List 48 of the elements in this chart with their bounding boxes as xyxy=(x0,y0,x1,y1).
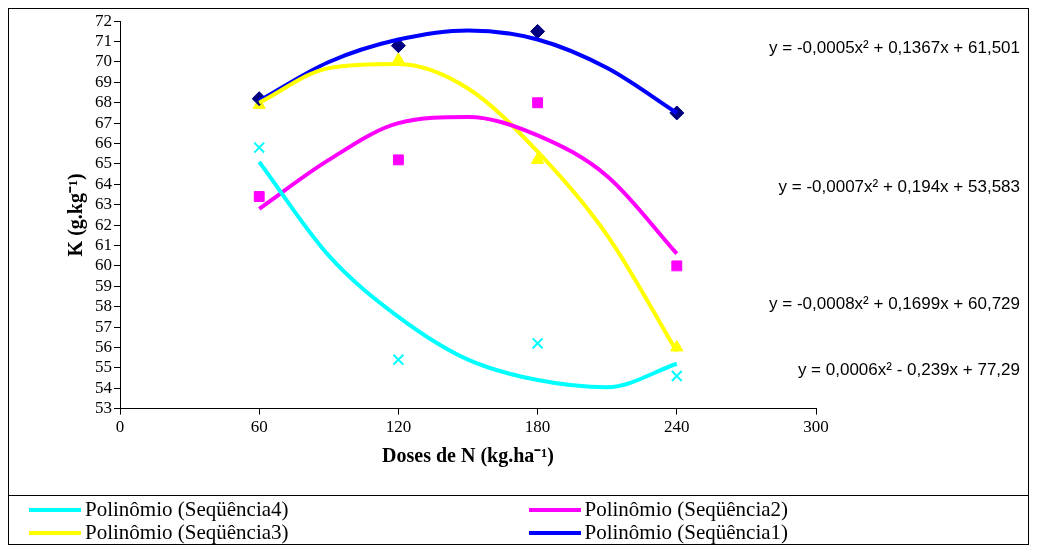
legend-label: Polinômio (Seqüência3) xyxy=(85,520,289,544)
y-tick-label: 53 xyxy=(95,398,112,418)
point xyxy=(253,141,266,154)
point xyxy=(392,353,405,366)
annotation: y = -0,0007x² + 0,194x + 53,583 xyxy=(778,177,1020,197)
y-tick-label: 62 xyxy=(95,214,112,234)
y-tick-label: 71 xyxy=(95,31,112,51)
point xyxy=(253,191,265,202)
y-tick-label: 68 xyxy=(95,92,112,112)
y-tick-label: 54 xyxy=(95,377,113,397)
y-tick-label: 69 xyxy=(95,71,112,91)
y-tick-label: 66 xyxy=(95,133,112,153)
legend-label: Polinômio (Seqüência4) xyxy=(85,497,289,521)
x-tick-label: 0 xyxy=(115,417,125,437)
point xyxy=(531,152,545,164)
y-tick-label: 64 xyxy=(95,173,113,193)
x-tick-label: 120 xyxy=(385,417,412,437)
point xyxy=(531,337,544,350)
y-tick-label: 58 xyxy=(95,296,112,316)
y-tick-label: 56 xyxy=(95,336,112,356)
point xyxy=(671,260,683,272)
y-tick-label: 55 xyxy=(95,357,112,377)
point xyxy=(530,23,546,39)
annotation: y = -0,0005x² + 0,1367x + 61,501 xyxy=(769,38,1020,58)
y-tick-label: 61 xyxy=(95,234,112,254)
x-tick-label: 180 xyxy=(524,417,551,437)
x-tick-label: 300 xyxy=(803,417,829,437)
y-tick-label: 67 xyxy=(95,112,113,132)
y-axis-title: K (g.kg⁻¹) xyxy=(64,173,88,257)
y-tick-label: 65 xyxy=(95,153,112,173)
y-tick-label: 63 xyxy=(95,194,112,214)
line-series xyxy=(257,159,679,390)
legend-label: Polinômio (Seqüência2) xyxy=(584,497,789,521)
point xyxy=(670,370,683,382)
annotation: y = -0,0008x² + 0,1699x + 60,729 xyxy=(769,293,1020,313)
annotation: y = 0,0006x² - 0,239x + 77,29 xyxy=(797,359,1020,379)
legend-label: Polinômio (Seqüência1) xyxy=(584,520,789,544)
y-tick-label: 70 xyxy=(95,51,112,71)
y-tick-label: 72 xyxy=(95,10,112,30)
x-tick-label: 240 xyxy=(664,417,690,437)
point xyxy=(532,97,544,109)
y-tick-label: 59 xyxy=(95,275,112,295)
line-series xyxy=(257,115,679,256)
y-tick-label: 57 xyxy=(95,316,113,336)
x-axis-title: Doses de N (kg.ha⁻¹) xyxy=(382,444,554,468)
point xyxy=(392,154,404,166)
x-tick-label: 60 xyxy=(250,417,268,437)
y-tick-label: 60 xyxy=(95,255,112,275)
